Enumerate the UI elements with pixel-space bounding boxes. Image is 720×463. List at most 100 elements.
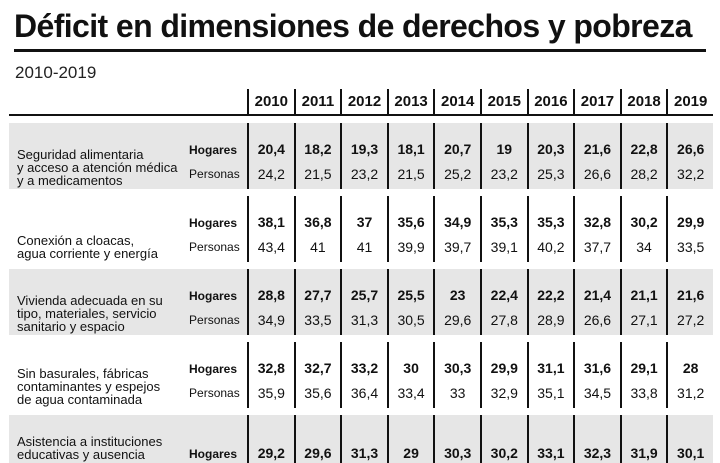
table-cell: 20,4 xyxy=(247,123,294,159)
dimension-line: Conexión a cloacas, xyxy=(17,233,135,248)
table-cell: 35,1 xyxy=(526,378,574,408)
dimension-label: Seguridad alimentaria y acceso a atenció… xyxy=(9,123,186,189)
dimension-line: y acceso a atención médica xyxy=(17,160,178,175)
table-cell: 29,1 xyxy=(619,342,667,378)
table-cell: 33,4 xyxy=(386,378,434,408)
table-cell: 19,3 xyxy=(340,123,387,159)
table-cell: 29,9 xyxy=(479,342,527,378)
year-header: 2014 xyxy=(433,89,480,116)
table-cell: 30,2 xyxy=(619,196,667,232)
table-row-hogares: Conexión a cloacas, agua corriente y ene… xyxy=(9,196,713,260)
table-cell: 23 xyxy=(433,269,480,305)
table-cell: 26,6 xyxy=(666,123,713,159)
year-header: 2013 xyxy=(386,89,434,116)
table-cell: 32,2 xyxy=(666,159,713,189)
dimension-label: Sin basurales, fábricas contaminantes y … xyxy=(9,342,185,408)
year-header: 2015 xyxy=(479,89,527,116)
table-cell: 21,5 xyxy=(293,159,341,189)
table-cell: 30,2 xyxy=(479,415,527,463)
header-blank xyxy=(9,89,186,116)
table-cell: 43,4 xyxy=(247,232,294,262)
table-cell: 36,8 xyxy=(293,196,341,232)
table-row-personas: Personas 24,2 21,5 23,2 21,5 25,2 23,2 2… xyxy=(9,159,713,189)
table-cell: 35,3 xyxy=(479,196,527,232)
table-row-personas: Personas 43,4 41 41 39,9 39,7 39,1 40,2 … xyxy=(9,232,713,262)
table-cell: 31,2 xyxy=(666,378,713,408)
row-type-label: Personas xyxy=(185,305,248,335)
dimension-label: Vivienda adecuada en su tipo, materiales… xyxy=(9,269,186,335)
table-cell: 27,1 xyxy=(619,305,667,335)
table-cell: 30 xyxy=(386,342,434,378)
year-header: 2016 xyxy=(526,89,574,116)
year-header: 2011 xyxy=(293,89,341,116)
data-table: 2010 2011 2012 2013 2014 2015 2016 2017 … xyxy=(9,89,713,463)
table-cell: 28,9 xyxy=(526,305,574,335)
row-type-label: Personas xyxy=(185,159,248,189)
table-cell: 27,2 xyxy=(666,305,713,335)
table-cell: 33,5 xyxy=(293,305,341,335)
table-cell: 30,5 xyxy=(386,305,434,335)
table-cell: 19 xyxy=(479,123,527,159)
table-cell: 33,8 xyxy=(619,378,667,408)
table-cell: 26,6 xyxy=(573,159,620,189)
table-cell: 20,7 xyxy=(433,123,480,159)
table-cell: 29,9 xyxy=(666,196,713,232)
table-cell: 34,9 xyxy=(433,196,480,232)
table-cell: 21,1 xyxy=(619,269,667,305)
table-row-personas: Personas 35,9 35,6 36,4 33,4 33 32,9 35,… xyxy=(9,378,713,408)
table-cell: 31,6 xyxy=(573,342,620,378)
table-cell: 28 xyxy=(666,342,713,378)
dimension-line: Sin basurales, fábricas xyxy=(17,366,149,381)
table-cell: 31,9 xyxy=(619,415,667,463)
table-cell: 33 xyxy=(433,378,480,408)
title-rule xyxy=(14,49,706,52)
table-cell: 27,8 xyxy=(479,305,527,335)
table-cell: 32,7 xyxy=(293,342,341,378)
table-cell: 23,2 xyxy=(479,159,527,189)
header-row: 2010 2011 2012 2013 2014 2015 2016 2017 … xyxy=(9,89,713,116)
dimension-line: educativas y ausencia xyxy=(17,447,145,462)
table-cell: 37 xyxy=(340,196,387,232)
table-cell: 41 xyxy=(293,232,341,262)
table-cell: 25,7 xyxy=(340,269,387,305)
table-cell: 25,5 xyxy=(386,269,434,305)
table-cell: 34,5 xyxy=(573,378,620,408)
table-cell: 33,5 xyxy=(666,232,713,262)
table-row-personas: Personas 34,9 33,5 31,3 30,5 29,6 27,8 2… xyxy=(9,305,713,335)
table-cell: 20,3 xyxy=(526,123,574,159)
table-cell: 21,6 xyxy=(573,123,620,159)
dimension-line: de agua contaminada xyxy=(17,392,143,407)
table-cell: 34 xyxy=(619,232,667,262)
table-cell: 31,3 xyxy=(340,305,387,335)
dimension-line: sanitario y espacio xyxy=(17,319,125,334)
table-cell: 40,2 xyxy=(526,232,574,262)
row-type-label: Hogares xyxy=(185,123,248,159)
table-cell: 32,8 xyxy=(247,342,294,378)
table-cell: 34,9 xyxy=(247,305,294,335)
year-header: 2012 xyxy=(340,89,387,116)
table-cell: 21,5 xyxy=(386,159,434,189)
row-type-label: Personas xyxy=(189,240,240,254)
header-blank xyxy=(185,89,248,116)
dimension-line: y a medicamentos xyxy=(17,173,123,188)
table-cell: 24,2 xyxy=(247,159,294,189)
table-cell: 32,8 xyxy=(573,196,620,232)
table-cell: 21,6 xyxy=(666,269,713,305)
dimension-line: Vivienda adecuada en su xyxy=(17,293,163,308)
dimension-label: Conexión a cloacas, agua corriente y ene… xyxy=(9,196,185,262)
table-cell: 33,2 xyxy=(340,342,387,378)
table-cell: 25,2 xyxy=(433,159,480,189)
year-header: 2010 xyxy=(247,89,294,116)
dimension-label: Asistencia a instituciones educativas y … xyxy=(9,415,186,463)
subtitle: 2010-2019 xyxy=(15,63,97,82)
dimension-line: agua corriente y energía xyxy=(17,246,158,261)
table-cell: 23,2 xyxy=(340,159,387,189)
table-cell: 30,3 xyxy=(433,342,480,378)
table-cell: 30,3 xyxy=(433,415,480,463)
dimension-line: Seguridad alimentaria xyxy=(17,147,144,162)
table-cell: 29,2 xyxy=(247,415,294,463)
table-row-hogares: Seguridad alimentaria y acceso a atenció… xyxy=(9,123,713,189)
table-cell: 18,2 xyxy=(293,123,341,159)
table-cell: 22,4 xyxy=(479,269,527,305)
dimension-line: Asistencia a instituciones xyxy=(17,434,163,449)
